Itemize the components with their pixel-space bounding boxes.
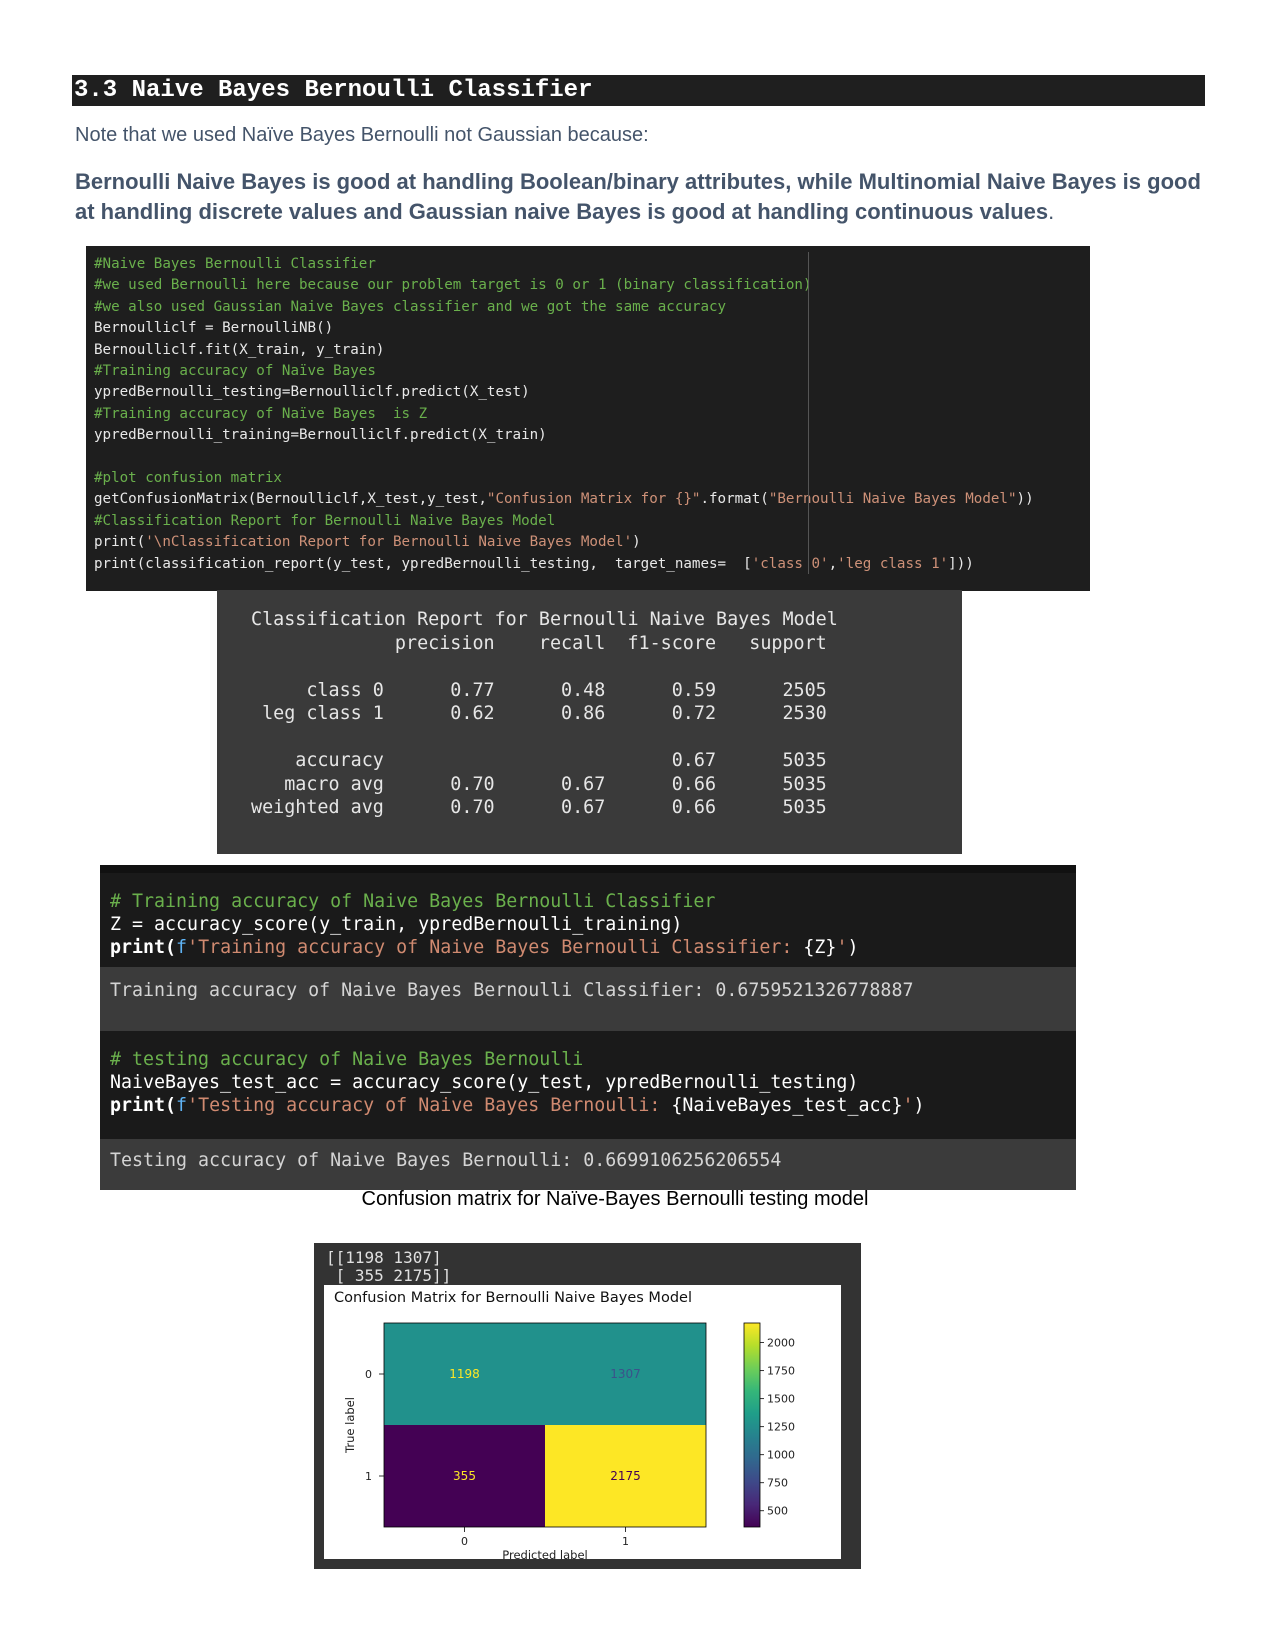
heatmap-cell: [545, 1425, 706, 1527]
y-tick-label: 0: [365, 1368, 372, 1381]
chart-title: Confusion Matrix for Bernoulli Naive Bay…: [334, 1290, 692, 1306]
colorbar-tick-label: 1250: [767, 1421, 795, 1434]
code-line: ypredBernoulli_testing=Bernoulliclf.pred…: [94, 384, 530, 401]
heatmap-cell-label: 2175: [610, 1469, 641, 1483]
code-line: #Naive Bayes Bernoulli Classifier: [94, 256, 376, 272]
colorbar-tick-label: 1500: [767, 1393, 795, 1406]
notebook-input-training: # Training accuracy of Naive Bayes Berno…: [100, 873, 1076, 969]
heatmap-cell: [545, 1323, 706, 1425]
code-line: #Training accuracy of Naïve Bayes is Z: [94, 405, 428, 422]
classification-report: Classification Report for Bernoulli Naiv…: [217, 590, 962, 854]
train-print-close: ): [847, 937, 859, 959]
code-line: getConfusionMatrix(Bernoulliclf,X_test,y…: [94, 491, 1034, 508]
x-axis-label: Predicted label: [502, 1548, 587, 1559]
code-line: print(classification_report(y_test, ypre…: [94, 555, 974, 572]
code-line: #we also used Gaussian Naive Bayes class…: [94, 298, 727, 315]
notebook-output-testing: Testing accuracy of Naive Bayes Bernoull…: [100, 1139, 1076, 1190]
colorbar-tick-label: 750: [767, 1477, 788, 1490]
test-print-end: ': [902, 1095, 914, 1117]
code-line: Bernoulliclf.fit(X_train, y_train): [94, 341, 385, 358]
confusion-matrix-plot-area: Confusion Matrix for Bernoulli Naive Bay…: [324, 1285, 841, 1562]
notebook-output-training: Training accuracy of Naive Bayes Bernoul…: [100, 967, 1076, 1025]
code-line: #Classification Report for Bernoulli Nai…: [94, 512, 556, 529]
colorbar-tick-label: 500: [767, 1505, 788, 1518]
x-tick-label: 1: [622, 1535, 629, 1548]
heatmap-frame: [383, 1322, 707, 1528]
code-line: #Training accuracy of Naïve Bayes: [94, 363, 376, 380]
code-block-model-text: #Naive Bayes Bernoulli Classifier #we us…: [86, 246, 1090, 583]
editor-cursor-line: [808, 252, 809, 574]
code-line: #plot confusion matrix: [94, 470, 282, 487]
colorbar-tick-label: 1000: [767, 1449, 795, 1462]
notebook-input-testing: # testing accuracy of Naive Bayes Bernou…: [100, 1031, 1076, 1139]
test-print-fn: print(: [110, 1095, 177, 1117]
train-print-str: 'Training accuracy of Naive Bayes Bernou…: [187, 937, 804, 959]
figure-caption: Confusion matrix for Naïve-Bayes Bernoul…: [361, 1188, 869, 1210]
test-print-var: {NaiveBayes_test_acc}: [671, 1095, 903, 1117]
classification-report-text: Classification Report for Bernoulli Naiv…: [251, 609, 838, 818]
train-print-end: ': [836, 937, 848, 959]
test-print-str: 'Testing accuracy of Naive Bayes Bernoul…: [187, 1095, 672, 1117]
train-print-fn: print(: [110, 937, 177, 959]
code-line: Bernoulliclf = BernoulliNB(): [94, 320, 334, 337]
code-line: print('\nClassification Report for Berno…: [94, 534, 641, 551]
train-print-var: {Z}: [803, 937, 837, 959]
test-assign: NaiveBayes_test_acc = accuracy_score(y_t…: [110, 1072, 859, 1094]
heatmap-cell-label: 1198: [449, 1367, 480, 1381]
y-axis-label: True label: [343, 1397, 357, 1454]
notebook-gap: [100, 1025, 1076, 1031]
code-line: #we used Bernoulli here because our prob…: [94, 277, 812, 294]
explanation-tail: .: [1048, 199, 1055, 224]
matrix-printout: [[1198 1307] [ 355 2175]]: [326, 1248, 452, 1285]
section-heading: 3.3 Naive Bayes Bernoulli Classifier: [72, 75, 1205, 106]
colorbar-tick-label: 1750: [767, 1365, 795, 1378]
heatmap-cell: [384, 1323, 545, 1425]
train-print-f: f: [176, 937, 188, 959]
test-print-f: f: [176, 1095, 188, 1117]
code-block-model: #Naive Bayes Bernoulli Classifier #we us…: [86, 246, 1090, 591]
heatmap-cell: [384, 1425, 545, 1527]
colorbar: [743, 1322, 761, 1528]
heatmap-cell-label: 1307: [610, 1367, 641, 1381]
heatmap-cell-label: 355: [453, 1469, 476, 1483]
train-assign: Z = accuracy_score(y_train, ypredBernoul…: [110, 914, 683, 936]
colorbar-tick-label: 2000: [767, 1337, 795, 1350]
confusion-matrix-figure: [[1198 1307] [ 355 2175]] Confusion Matr…: [314, 1243, 861, 1569]
notebook-cells: # Training accuracy of Naive Bayes Berno…: [100, 865, 1076, 1190]
explanation-bold-text: Bernoulli Naive Bayes is good at handlin…: [75, 169, 1201, 224]
y-tick-label: 1: [365, 1470, 372, 1483]
x-tick-label: 0: [461, 1535, 468, 1548]
note-text: Note that we used Naïve Bayes Bernoulli …: [75, 124, 649, 146]
train-comment: # Training accuracy of Naive Bayes Berno…: [110, 891, 716, 912]
test-comment: # testing accuracy of Naive Bayes Bernou…: [110, 1049, 584, 1070]
confusion-matrix-chart: Confusion Matrix for Bernoulli Naive Bay…: [334, 1290, 795, 1562]
code-line: ypredBernoulli_training=Bernoulliclf.pre…: [94, 427, 547, 444]
explanation-paragraph: Bernoulli Naive Bayes is good at handlin…: [75, 167, 1225, 227]
test-print-close: ): [913, 1095, 925, 1117]
